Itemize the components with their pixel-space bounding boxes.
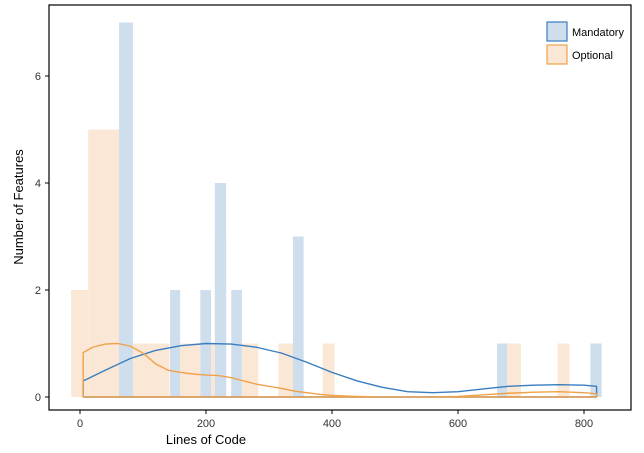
legend-label-optional: Optional [572,50,613,62]
density-curve-optional [82,342,598,398]
x-tick-label: 800 [575,418,593,430]
bar-mandatory [170,290,181,397]
plot-frame [48,4,632,411]
legend: Mandatory Optional [546,21,624,65]
bar-optional [557,343,570,397]
x-axis-title: Lines of Code [166,432,246,447]
x-tick-label: 200 [197,418,215,430]
bar-optional [180,343,201,397]
bar-optional [71,290,89,397]
legend-label-mandatory: Mandatory [572,27,624,39]
bar-mandatory [214,183,227,397]
legend-swatch-optional [546,44,568,65]
y-tick-label: 4 [35,178,41,190]
x-tick-label: 400 [323,418,341,430]
y-tick-label: 0 [35,392,41,404]
density-curves [82,342,598,398]
bar-mandatory [119,22,133,397]
x-tick-label: 600 [449,418,467,430]
y-axis-title: Number of Features [11,149,26,265]
bar-mandatory [497,343,508,397]
bar-mandatory [292,236,304,397]
bar-mandatory [231,290,242,397]
bar-optional [278,343,293,397]
x-axis-ticks: 0 200 400 600 800 [77,410,593,430]
bar-optional [507,343,521,397]
y-tick-label: 2 [35,285,41,297]
histogram-bars [71,22,602,397]
bar-optional [241,343,259,397]
legend-swatch-mandatory [546,21,568,42]
y-axis-ticks: 0 2 4 6 [35,71,49,404]
bar-optional [211,343,215,397]
y-tick-label: 6 [35,71,41,83]
bar-mandatory [590,343,602,397]
density-curve-mandatory [82,342,598,398]
x-tick-label: 0 [77,418,83,430]
